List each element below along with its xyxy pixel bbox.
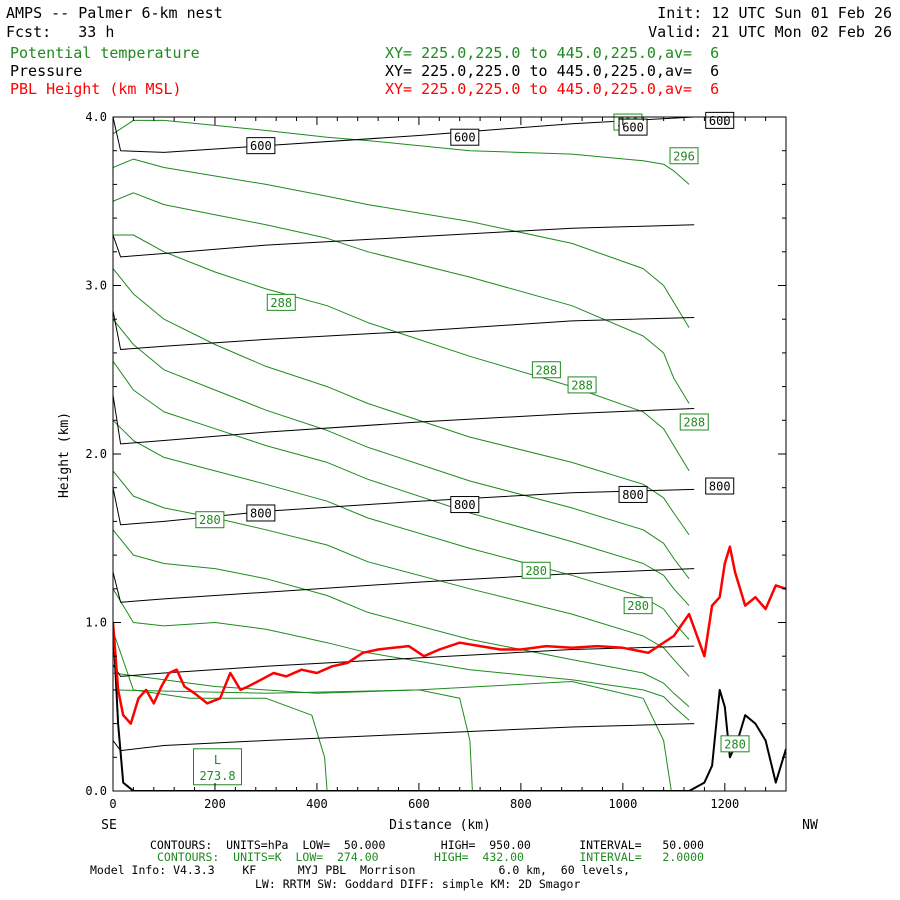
pressure-contour: [113, 723, 695, 752]
theta-contour-label-box: [669, 147, 699, 165]
pressure-contour-label-box: [450, 128, 480, 146]
theta-contour: [113, 158, 690, 328]
valid-time: Valid: 21 UTC Mon 02 Feb 26: [648, 23, 892, 41]
pressure-contour-label: 600: [454, 131, 476, 145]
pressure-contour-label: 800: [622, 488, 644, 502]
y-tick-label: 3.0: [85, 279, 107, 293]
pressure-contour-label-box: [618, 118, 648, 136]
pressure-contour-label-box: [246, 504, 276, 522]
theta-contour: [113, 419, 690, 640]
theta-contour: [113, 234, 690, 472]
pbl-height-line: [113, 545, 786, 725]
x-tick-label: 800: [510, 797, 532, 811]
theta-contour-label-box: [531, 361, 561, 379]
theta-contour-label-box: [679, 413, 709, 431]
theta-contour-label-box: [720, 735, 750, 753]
pressure-contour-label: 600: [622, 121, 644, 135]
theta-contour-label: 296: [673, 149, 695, 163]
theta-contour: [113, 681, 672, 791]
footer-pressure-contours: CONTOURS: UNITS=hPa LOW= 50.000 HIGH= 95…: [150, 838, 704, 852]
theta-contour: [113, 588, 690, 721]
x-axis-left-end: SE: [101, 818, 117, 833]
y-tick-label: 2.0: [85, 447, 107, 461]
pressure-contour: [113, 568, 695, 603]
field-name-theta: Potential temperature: [10, 44, 200, 62]
forecast-hour: Fcst: 33 h: [6, 23, 115, 41]
theta-contour-label: 288: [270, 296, 292, 310]
xsection-coords-theta: XY= 225.0,225.0 to 445.0,225.0,av= 6: [385, 44, 720, 62]
low-marker-value: 273.8: [199, 769, 235, 783]
pressure-contour-label-box: [246, 137, 276, 155]
pressure-contour-label: 800: [454, 498, 476, 512]
pressure-contour: [113, 310, 695, 350]
pressure-contour: [113, 117, 695, 153]
x-tick-label: 200: [204, 797, 226, 811]
field-name-pbl: PBL Height (km MSL): [10, 80, 182, 98]
low-marker-letter: L: [214, 753, 221, 767]
cross-section-chart: 2962962882882882882802802802808008008008…: [57, 110, 818, 833]
theta-contour: [113, 192, 690, 404]
theta-contour-label-box: [266, 293, 296, 311]
plot-title: AMPS -- Palmer 6-km nest: [6, 4, 223, 22]
theta-contour-label-box: [623, 597, 653, 615]
x-axis-right-end: NW: [802, 818, 818, 833]
theta-contour: [113, 318, 690, 580]
pressure-contour-label-box: [705, 477, 735, 495]
pressure-contour-label-box: [618, 485, 648, 503]
theta-contour-label: 280: [199, 513, 221, 527]
pressure-contour-label: 600: [250, 139, 272, 153]
theta-contour: [113, 361, 690, 606]
footer-physics-info: LW: RRTM SW: Goddard DIFF: simple KM: 2D…: [255, 877, 581, 891]
pressure-contour: [113, 645, 695, 677]
theta-contour-label-box: [567, 376, 597, 394]
theta-contour: [113, 119, 690, 185]
footer-model-info: Model Info: V4.3.3 KF MYJ PBL Morrison 6…: [90, 863, 631, 877]
theta-contour-label: 288: [683, 415, 705, 429]
x-tick-label: 400: [306, 797, 328, 811]
theta-contour-label: 288: [571, 378, 593, 392]
pressure-contour-label: 800: [709, 480, 731, 494]
theta-contour-label: 280: [627, 599, 649, 613]
x-tick-label: 1000: [608, 797, 637, 811]
y-axis-label: Height (km): [57, 412, 72, 498]
pressure-contour-label-box: [705, 111, 735, 129]
field-name-pressure: Pressure: [10, 62, 83, 80]
theta-contour-label-box: [521, 561, 551, 579]
x-tick-label: 600: [408, 797, 430, 811]
theta-contour: [113, 268, 690, 536]
xsection-coords-pressure: XY= 225.0,225.0 to 445.0,225.0,av= 6: [385, 62, 720, 80]
pressure-contour-label: 600: [709, 114, 731, 128]
pressure-contour: [113, 394, 695, 445]
x-tick-label: 0: [109, 797, 116, 811]
pressure-contour-label: 800: [250, 506, 272, 520]
footer-theta-contours: CONTOURS: UNITS=K LOW= 274.00 HIGH= 432.…: [157, 850, 704, 864]
pressure-contour: [113, 224, 695, 258]
theta-contour-label: 280: [724, 737, 746, 751]
pressure-contour-label-box: [450, 496, 480, 514]
theta-contour: [113, 529, 690, 708]
y-tick-label: 1.0: [85, 616, 107, 630]
theta-contour-label: 280: [525, 564, 547, 578]
theta-contour-label: 288: [536, 363, 558, 377]
y-tick-label: 0.0: [85, 784, 107, 798]
theta-contour: [113, 470, 690, 677]
x-tick-label: 1200: [710, 797, 739, 811]
xsection-coords-pbl: XY= 225.0,225.0 to 445.0,225.0,av= 6: [385, 80, 720, 98]
x-axis-label: Distance (km): [389, 818, 491, 833]
low-marker-box: [193, 748, 243, 786]
init-time: Init: 12 UTC Sun 01 Feb 26: [657, 4, 892, 22]
y-tick-label: 4.0: [85, 110, 107, 124]
theta-contour-label-box: [195, 511, 225, 529]
